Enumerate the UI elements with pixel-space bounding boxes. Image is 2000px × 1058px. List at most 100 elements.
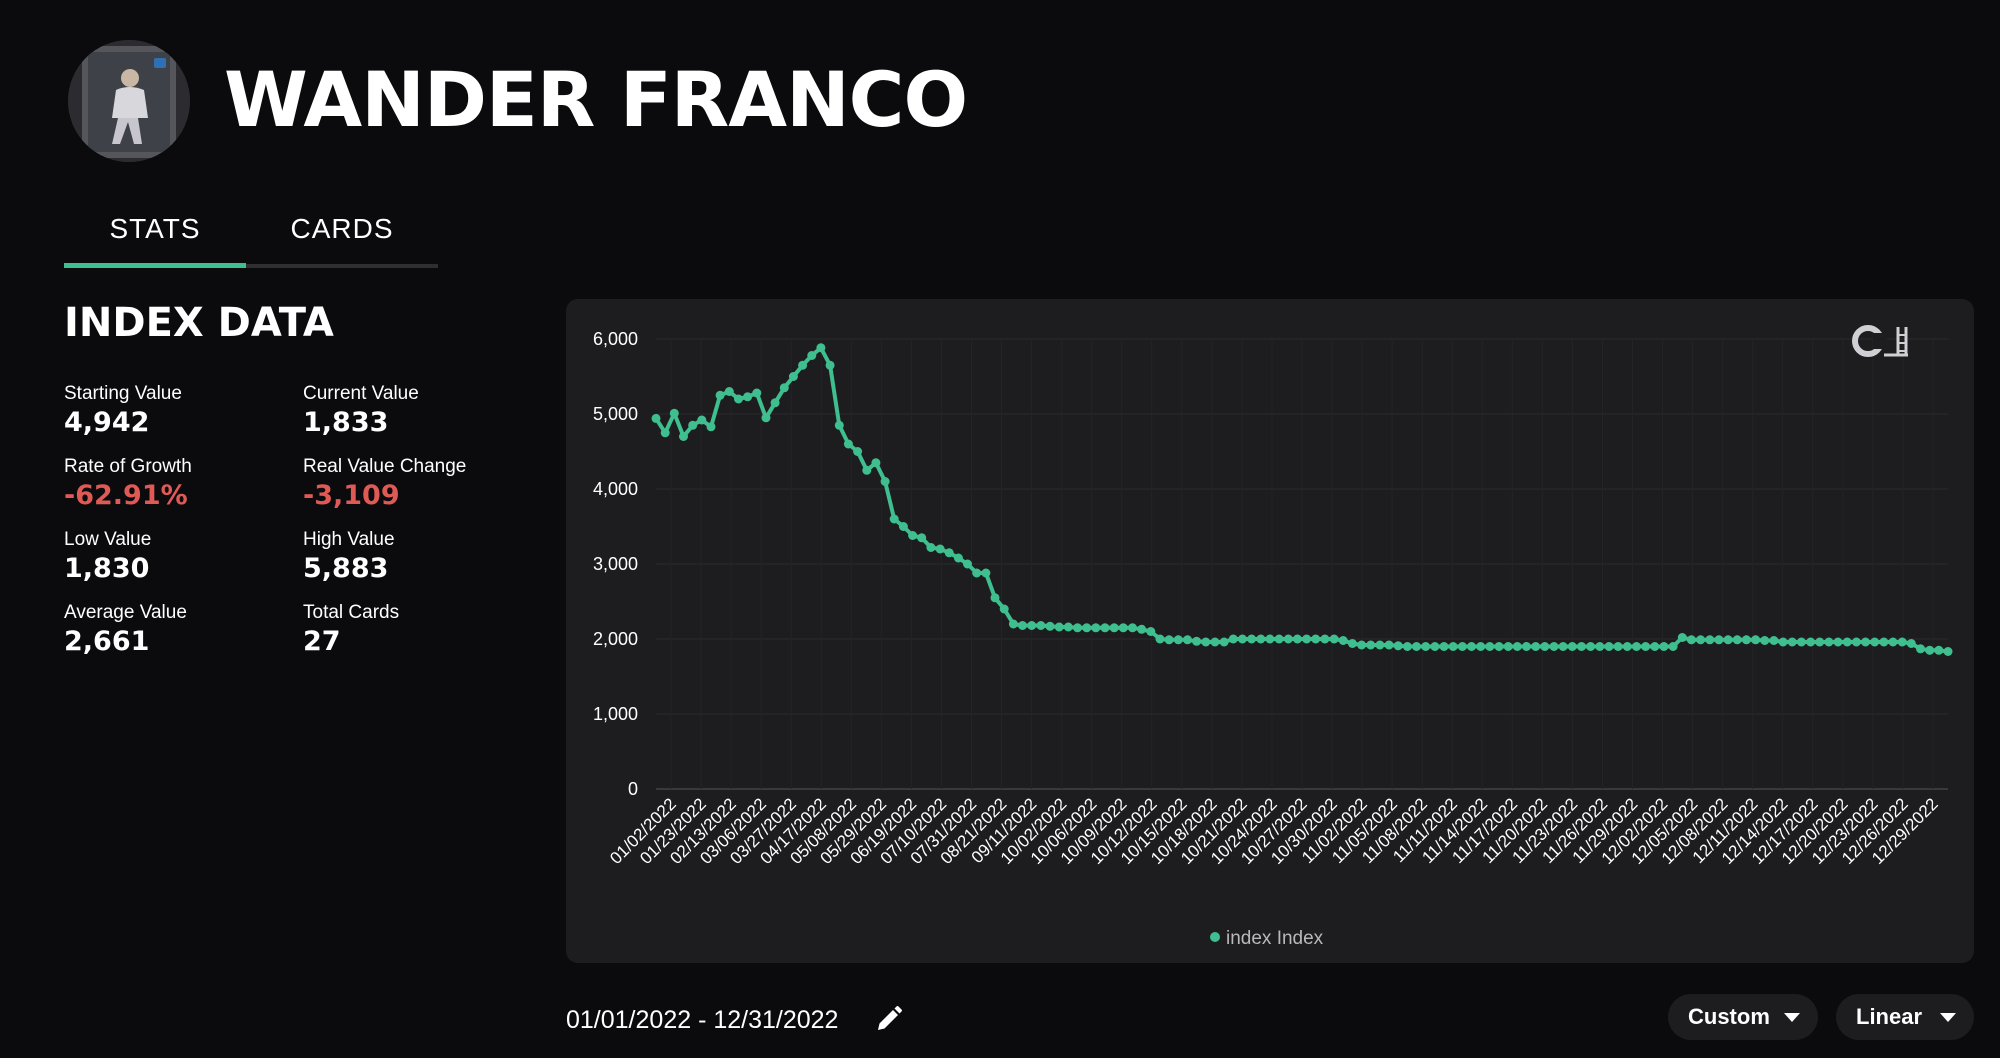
data-point xyxy=(1796,637,1806,647)
tab-stats[interactable]: STATS xyxy=(109,213,201,244)
data-point xyxy=(1906,639,1916,648)
data-point xyxy=(724,387,734,396)
data-point xyxy=(1696,635,1706,645)
index-line-chart[interactable]: 01,0002,0003,0004,0005,0006,00001/02/202… xyxy=(566,299,1974,963)
data-point xyxy=(1091,623,1101,633)
data-point xyxy=(1155,634,1165,644)
data-point xyxy=(1842,637,1852,647)
stat-average-value: Average Value 2,661 xyxy=(64,601,294,659)
data-point xyxy=(1347,639,1357,648)
data-point xyxy=(706,422,716,432)
legend-marker xyxy=(1210,932,1220,942)
data-point xyxy=(1366,640,1376,650)
data-point xyxy=(1549,642,1559,651)
data-point xyxy=(752,388,762,398)
range-dropdown[interactable]: Custom xyxy=(1668,994,1818,1040)
data-point xyxy=(1668,642,1678,651)
data-point xyxy=(1173,635,1183,645)
data-point xyxy=(1778,637,1788,647)
data-point xyxy=(1659,642,1669,651)
stat-value: -62.91% xyxy=(64,480,188,511)
stat-value: 2,661 xyxy=(64,626,150,657)
data-point xyxy=(1210,637,1220,647)
data-point xyxy=(1641,642,1651,651)
data-point xyxy=(981,568,991,578)
data-point xyxy=(1485,642,1495,651)
data-point xyxy=(1503,642,1513,651)
stat-label: Low Value xyxy=(64,529,152,550)
data-point xyxy=(1806,637,1816,647)
series-line-index xyxy=(654,345,1949,654)
data-point xyxy=(1292,634,1302,644)
date-range-label: 01/01/2022 - 12/31/2022 xyxy=(566,1006,839,1034)
data-point xyxy=(1073,623,1082,633)
data-point xyxy=(1008,619,1018,629)
stat-low-value: Low Value 1,830 xyxy=(64,528,294,586)
stat-label: Rate of Growth xyxy=(64,456,192,477)
stat-real-value-change: Real Value Change -3,109 xyxy=(303,455,533,513)
data-point xyxy=(1183,635,1192,645)
data-point xyxy=(1870,637,1880,647)
data-point xyxy=(1476,642,1486,651)
data-point xyxy=(963,559,972,569)
player-avatar xyxy=(68,40,190,162)
data-point xyxy=(1457,642,1467,651)
data-point xyxy=(1402,642,1412,651)
scale-dropdown[interactable]: Linear xyxy=(1836,994,1974,1040)
data-point xyxy=(1925,645,1935,655)
data-point xyxy=(1622,642,1632,651)
data-point xyxy=(843,439,853,449)
data-point xyxy=(1613,642,1623,651)
data-point xyxy=(697,415,707,425)
y-tick-label: 5,000 xyxy=(593,404,638,424)
data-point xyxy=(1833,637,1843,647)
data-point xyxy=(926,543,936,552)
y-tick-label: 6,000 xyxy=(593,329,638,349)
data-point xyxy=(834,420,844,430)
data-point xyxy=(1567,642,1577,651)
tab-cards[interactable]: CARDS xyxy=(290,213,394,244)
y-tick-label: 1,000 xyxy=(593,704,638,724)
stat-value: 27 xyxy=(303,626,341,657)
data-point xyxy=(990,593,1000,603)
y-tick-label: 2,000 xyxy=(593,629,638,649)
stat-label: Real Value Change xyxy=(303,456,467,477)
data-point xyxy=(1054,622,1064,632)
data-point xyxy=(679,432,688,441)
pencil-edit-icon[interactable] xyxy=(874,1004,904,1034)
data-point xyxy=(1824,637,1834,647)
chevron-down-icon xyxy=(1784,1013,1800,1022)
player-name: WANDER FRANCO xyxy=(224,55,968,144)
data-point xyxy=(1586,642,1596,651)
data-point xyxy=(1677,633,1687,642)
data-point xyxy=(1045,621,1055,631)
data-point xyxy=(1320,634,1330,644)
stat-label: Total Cards xyxy=(303,602,400,623)
data-point xyxy=(715,390,725,400)
data-point xyxy=(1897,637,1907,647)
data-point xyxy=(935,544,945,554)
stat-total-cards: Total Cards 27 xyxy=(303,601,533,659)
stat-value: 5,883 xyxy=(303,553,389,584)
data-point xyxy=(1430,642,1440,651)
data-point xyxy=(688,420,698,430)
data-point xyxy=(1219,637,1229,647)
data-point xyxy=(1274,634,1284,644)
data-point xyxy=(1357,640,1367,650)
stat-label: Current Value xyxy=(303,383,419,404)
index-data-title: INDEX DATA xyxy=(64,300,334,346)
data-point xyxy=(1888,637,1898,647)
data-point xyxy=(862,465,872,475)
data-point xyxy=(1421,642,1431,651)
data-point xyxy=(1741,635,1751,645)
data-point xyxy=(889,514,899,524)
data-point xyxy=(1118,623,1128,633)
data-point xyxy=(1769,636,1779,645)
data-point xyxy=(807,351,817,360)
data-point xyxy=(1265,634,1275,644)
data-point xyxy=(1522,642,1531,651)
data-point xyxy=(1247,634,1257,644)
data-point xyxy=(1302,634,1312,644)
stat-value: 1,833 xyxy=(303,407,389,438)
data-point xyxy=(761,413,771,423)
